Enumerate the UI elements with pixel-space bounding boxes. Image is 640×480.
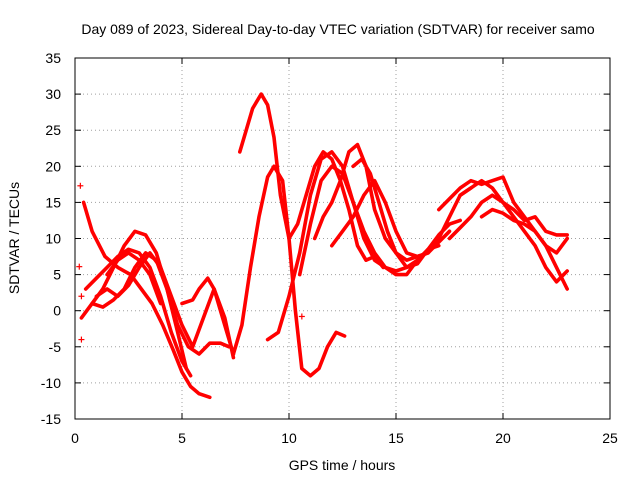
chart-title: Day 089 of 2023, Sidereal Day-to-day VTE… <box>81 21 594 37</box>
plus-marker <box>77 182 84 189</box>
series-track-c <box>83 247 193 378</box>
series-track-p <box>447 193 569 241</box>
data-series <box>76 92 569 400</box>
y-tick-label: -5 <box>49 339 62 355</box>
series-track-e <box>94 251 236 360</box>
y-tick-label: 30 <box>45 86 61 102</box>
x-tick-label: 15 <box>388 430 404 446</box>
y-tick-label: 15 <box>45 194 61 210</box>
y-tick-label: 0 <box>53 303 61 319</box>
x-tick-label: 25 <box>602 430 618 446</box>
y-tick-label: 20 <box>45 158 61 174</box>
tick-labels: 0 5 10 15 20 25 -15 -10 -5 0 5 10 15 20 25 30 35 <box>41 50 618 446</box>
series-track-i <box>238 92 385 270</box>
series-track-n <box>351 157 462 270</box>
y-tick-label: -15 <box>41 411 61 427</box>
x-tick-label: 0 <box>71 430 79 446</box>
plus-marker <box>78 293 85 300</box>
plus-marker <box>78 336 85 343</box>
x-tick-label: 10 <box>281 430 297 446</box>
series-track-q <box>458 178 569 284</box>
plot-frame <box>74 57 611 420</box>
x-tick-label: 20 <box>495 430 511 446</box>
y-tick-label: 35 <box>45 50 61 66</box>
y-axis-label: SDTVAR / TECUs <box>6 182 22 294</box>
y-tick-label: 25 <box>45 122 61 138</box>
series-track-r <box>479 207 569 255</box>
series-track-a <box>81 200 212 400</box>
y-tick-label: -10 <box>41 375 61 391</box>
x-tick-label: 5 <box>178 430 186 446</box>
x-axis-label: GPS time / hours <box>289 457 396 473</box>
series-track-f <box>105 251 163 306</box>
plus-marker <box>298 313 305 320</box>
series-track-j <box>265 150 420 342</box>
y-tick-label: 5 <box>53 267 61 283</box>
y-tick-label: 10 <box>45 231 61 247</box>
series-track-m <box>330 178 473 259</box>
series-track-g <box>180 276 236 356</box>
plus-marker <box>76 263 83 270</box>
